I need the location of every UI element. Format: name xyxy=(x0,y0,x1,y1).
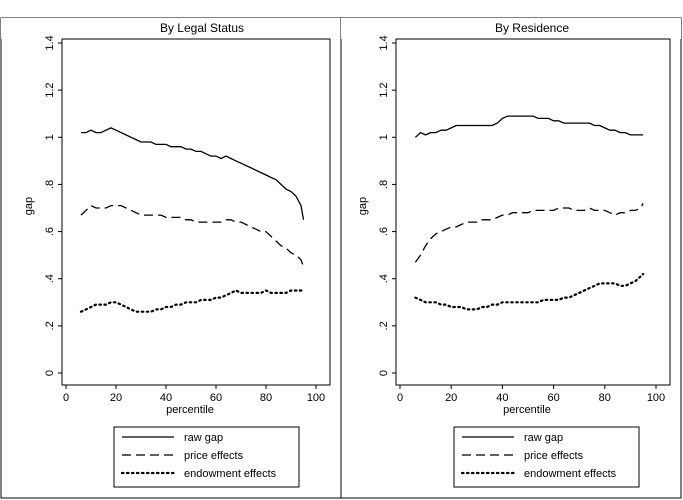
chart-panel-1: By Legal Status 0 .2 .4 .6 .8 1 1.2 1.4 0 20 40 60 80… xyxy=(0,17,342,499)
x-tick-label: 0 xyxy=(63,392,69,404)
y-tick-label: .8 xyxy=(44,180,56,189)
y-tick-label: 1.2 xyxy=(44,82,56,97)
y-tick-label: .6 xyxy=(378,227,390,236)
chart-title: By Residence xyxy=(495,21,569,35)
x-tick-label: 80 xyxy=(599,392,611,404)
series-line-raw-gap xyxy=(414,115,644,138)
x-tick-label: 100 xyxy=(307,392,325,404)
y-tick-label: .4 xyxy=(378,274,390,283)
series-line-price-effects xyxy=(414,202,644,263)
chart-panel-2: By Residence 0 .2 .4 .6 .8 1 1.2 1.4 0 20 40 60 80 100… xyxy=(340,17,682,499)
plot-area xyxy=(395,38,671,386)
y-axis-label: gap xyxy=(357,197,369,215)
series-line-endowment-effects xyxy=(414,272,645,311)
y-tick-label: 1 xyxy=(44,134,56,140)
y-tick-label: .8 xyxy=(378,180,390,189)
chart-title: By Legal Status xyxy=(160,21,244,35)
legend-label: endowment effects xyxy=(184,468,277,480)
legend-label: raw gap xyxy=(184,432,223,444)
y-tick-label: 1.4 xyxy=(44,35,56,50)
y-tick-label: 0 xyxy=(44,370,56,376)
y-axis-label: gap xyxy=(23,197,35,215)
x-tick-label: 0 xyxy=(397,392,403,404)
plot-area xyxy=(61,38,331,386)
x-tick-label: 80 xyxy=(260,392,272,404)
series-line-price-effects xyxy=(80,204,305,268)
y-tick-label: .2 xyxy=(378,321,390,330)
x-tick-label: 100 xyxy=(647,392,665,404)
legend-label: price effects xyxy=(184,450,244,462)
y-tick-label: .4 xyxy=(44,274,56,283)
x-tick-label: 20 xyxy=(445,392,457,404)
legend-label: endowment effects xyxy=(524,468,617,480)
y-tick-label: .2 xyxy=(44,321,56,330)
y-tick-label: 1.2 xyxy=(378,82,390,97)
series-line-endowment-effects xyxy=(79,289,305,313)
y-tick-label: 1 xyxy=(378,134,390,140)
y-tick-label: .6 xyxy=(44,227,56,236)
y-tick-label: 1.4 xyxy=(378,35,390,50)
x-axis-label: percentile xyxy=(166,404,214,416)
title-bar xyxy=(1,18,341,39)
y-tick-label: 0 xyxy=(378,370,390,376)
x-tick-label: 40 xyxy=(496,392,508,404)
x-tick-label: 60 xyxy=(210,392,222,404)
x-tick-label: 40 xyxy=(160,392,172,404)
series-line-raw-gap xyxy=(81,127,305,220)
title-bar xyxy=(341,18,681,39)
x-axis-label: percentile xyxy=(503,404,551,416)
x-tick-label: 60 xyxy=(547,392,559,404)
x-tick-label: 20 xyxy=(110,392,122,404)
legend-label: price effects xyxy=(524,450,584,462)
legend-label: raw gap xyxy=(524,432,563,444)
